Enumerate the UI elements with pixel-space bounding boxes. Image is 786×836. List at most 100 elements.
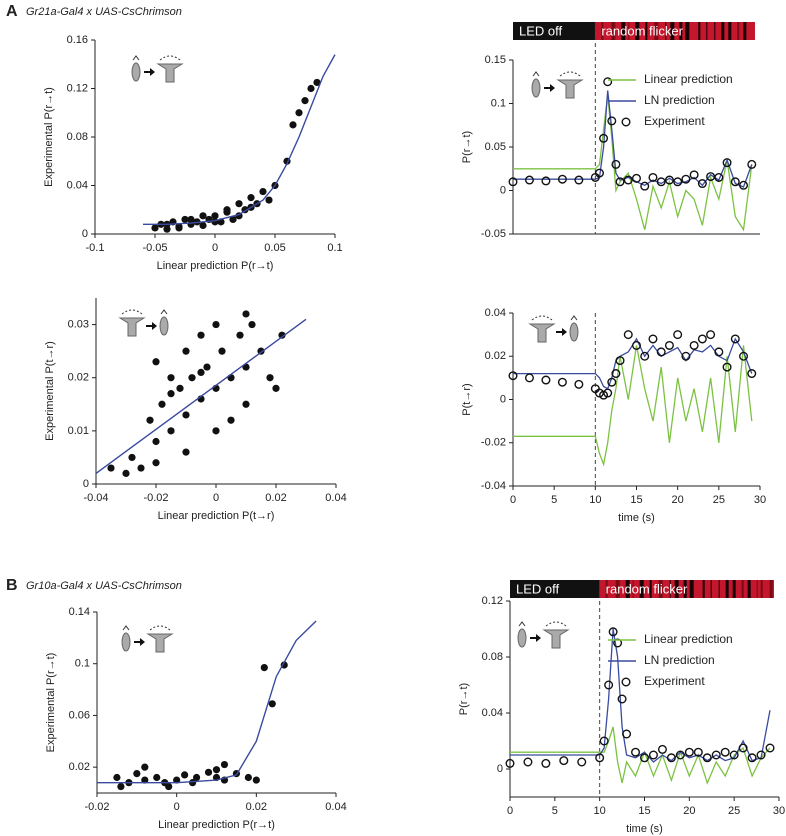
experiment-point <box>664 175 674 185</box>
legend-label: Linear prediction <box>644 72 733 86</box>
y-tick-label: 0.1 <box>491 97 506 109</box>
data-point <box>235 200 243 208</box>
x-axis-label: Linear prediction P(r→t) <box>158 819 275 831</box>
experiment-point <box>559 756 569 766</box>
data-point <box>252 776 260 784</box>
x-tick-label: 10 <box>594 805 606 817</box>
flicker-stripe <box>732 580 736 598</box>
x-tick-label: 5 <box>552 805 558 817</box>
data-point <box>218 347 226 355</box>
data-point <box>182 448 190 456</box>
experiment-point <box>693 747 703 757</box>
x-tick-label: -0.02 <box>84 801 109 813</box>
data-point <box>152 459 160 467</box>
experiment-point <box>714 347 724 357</box>
flicker-stripe <box>743 22 747 40</box>
data-point <box>307 84 315 93</box>
experiment-point <box>666 753 676 763</box>
series-line <box>513 94 753 232</box>
experiment-point <box>623 175 633 185</box>
data-point <box>278 331 286 339</box>
data-point <box>167 390 175 398</box>
data-point <box>152 437 160 446</box>
x-tick-label: 15 <box>630 494 642 506</box>
y-tick-label: 0.12 <box>482 595 503 607</box>
flicker-stripe <box>639 580 644 598</box>
y-axis-label: Experimental P(r→t) <box>43 87 55 187</box>
x-tick-label: 0.05 <box>264 242 285 254</box>
behavior-icon <box>119 309 169 337</box>
series-line <box>513 90 753 188</box>
y-tick-label: 0 <box>497 763 503 775</box>
x-axis-label: Linear prediction P(t→r) <box>158 510 275 522</box>
data-point <box>158 400 166 408</box>
experiment-point <box>557 174 567 184</box>
data-point <box>266 374 274 382</box>
data-point <box>182 411 190 419</box>
x-tick-label: 5 <box>551 494 557 506</box>
x-axis-label: time (s) <box>618 512 655 524</box>
panel-subtitle: Gr21a-Gal4 x UAS-CsChrimson <box>26 6 182 18</box>
y-axis-label: P(t→r) <box>461 383 473 415</box>
x-tick-label: -0.1 <box>86 242 105 254</box>
experiment-point <box>697 179 707 189</box>
experiment-point <box>722 158 732 168</box>
data-point <box>167 374 175 382</box>
behavior-icon <box>531 71 583 99</box>
x-tick-label: 0 <box>213 492 219 504</box>
experiment-point <box>739 180 749 190</box>
fit-line <box>95 318 307 474</box>
data-point <box>182 347 190 355</box>
data-point <box>212 320 220 329</box>
experiment-point <box>729 750 739 760</box>
flicker-label: random flicker <box>606 581 688 596</box>
flicker-stripe <box>685 22 690 40</box>
data-point <box>141 763 149 771</box>
flicker-stripe <box>605 580 608 598</box>
data-point <box>133 770 141 778</box>
flicker-stripe <box>710 580 712 598</box>
experiment-point <box>603 388 613 398</box>
experiment-point <box>730 334 740 344</box>
y-tick-label: 0.04 <box>485 307 506 319</box>
data-point <box>151 224 159 232</box>
y-tick-label: 0 <box>82 228 88 240</box>
data-point <box>227 416 235 424</box>
y-tick-label: -0.02 <box>481 437 506 449</box>
experiment-point <box>557 377 567 387</box>
data-point <box>199 212 207 220</box>
experiment-point <box>603 77 613 87</box>
data-point <box>113 773 121 782</box>
x-tick-label: 25 <box>713 494 725 506</box>
x-tick-label: 0.02 <box>246 801 267 813</box>
experiment-point <box>640 753 650 763</box>
legend-swatch <box>621 117 631 127</box>
experiment-point <box>739 351 749 361</box>
flicker-stripe <box>737 22 740 40</box>
flicker-stripe <box>689 580 694 598</box>
y-tick-label: 0.15 <box>485 54 506 66</box>
x-tick-label: 0.02 <box>265 492 286 504</box>
experiment-point <box>738 743 748 753</box>
y-tick-label: 0.12 <box>67 82 88 94</box>
series-line <box>510 726 771 785</box>
data-point <box>188 374 196 382</box>
y-tick-label: 0.02 <box>485 350 506 362</box>
flicker-stripe <box>632 580 634 598</box>
experiment-point <box>574 175 584 185</box>
behavior-icon <box>121 625 173 653</box>
experiment-point <box>689 340 699 350</box>
x-tick-label: 0.1 <box>327 242 342 254</box>
flicker-stripe <box>670 22 675 40</box>
data-point <box>229 215 237 224</box>
data-point <box>242 400 250 408</box>
experiment-point <box>617 694 627 704</box>
flicker-stripe <box>741 580 744 598</box>
x-tick-label: 0 <box>510 494 516 506</box>
experiment-point <box>664 340 674 350</box>
experiment-point <box>574 379 584 389</box>
experiment-point <box>681 174 691 184</box>
y-tick-label: 0.04 <box>67 179 88 191</box>
data-point <box>211 212 219 220</box>
